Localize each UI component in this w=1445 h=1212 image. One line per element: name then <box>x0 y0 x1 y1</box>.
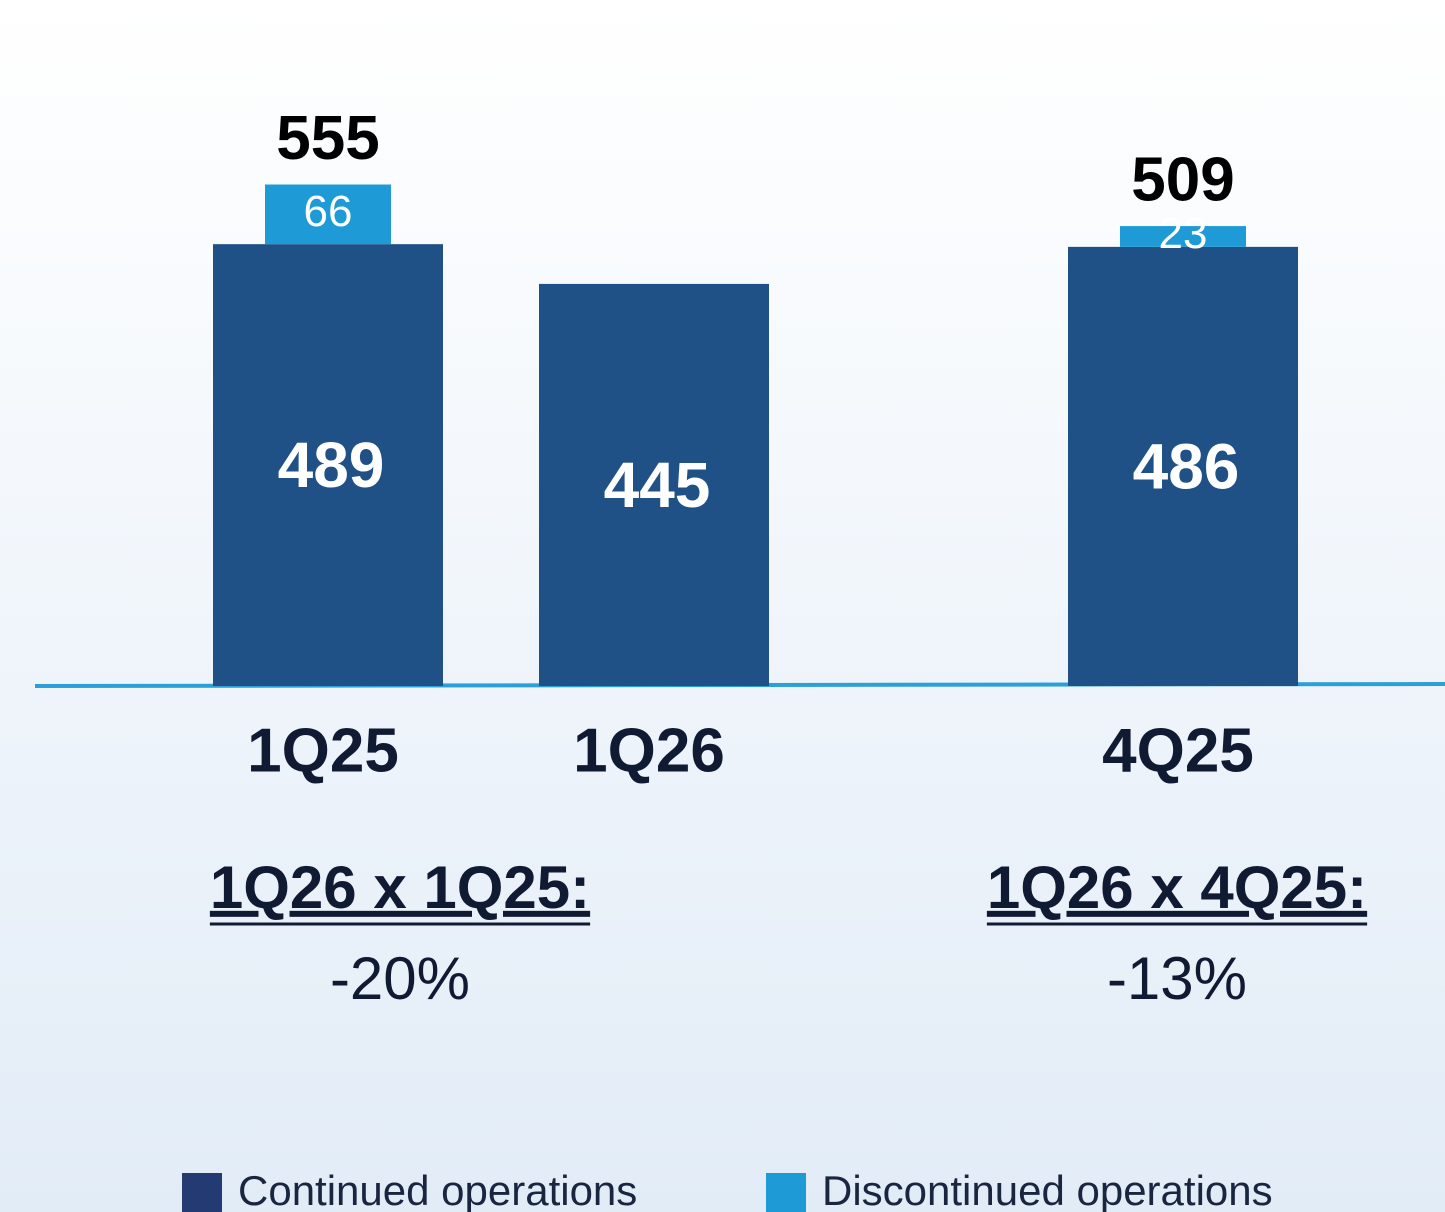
data-label: 445 <box>604 449 711 521</box>
bar-segment <box>1120 226 1246 247</box>
data-label: 486 <box>1133 430 1240 502</box>
bar-segment <box>213 244 443 686</box>
bar-segment <box>1068 246 1298 686</box>
annotation-value: -20% <box>330 945 470 1012</box>
legend-swatch <box>766 1173 806 1212</box>
legend-swatch <box>182 1173 222 1212</box>
total-label: 555 <box>276 104 379 173</box>
data-label: 66 <box>304 187 353 236</box>
x-tick-label: 4Q25 <box>1102 716 1254 785</box>
bar-segment <box>539 283 769 686</box>
x-tick-label: 1Q25 <box>247 716 399 785</box>
data-label: 489 <box>278 429 385 501</box>
total-label: 509 <box>1131 145 1234 214</box>
annotation-value: -13% <box>1107 945 1247 1012</box>
legend-label: Discontinued operations <box>822 1167 1273 1212</box>
legend-label: Continued operations <box>238 1167 637 1212</box>
data-label: 23 <box>1159 209 1208 258</box>
annotation-title: 1Q26 x 4Q25: <box>987 854 1367 921</box>
annotation-title: 1Q26 x 1Q25: <box>210 854 590 921</box>
bar-segment <box>265 184 391 245</box>
x-tick-label: 1Q26 <box>573 716 725 785</box>
